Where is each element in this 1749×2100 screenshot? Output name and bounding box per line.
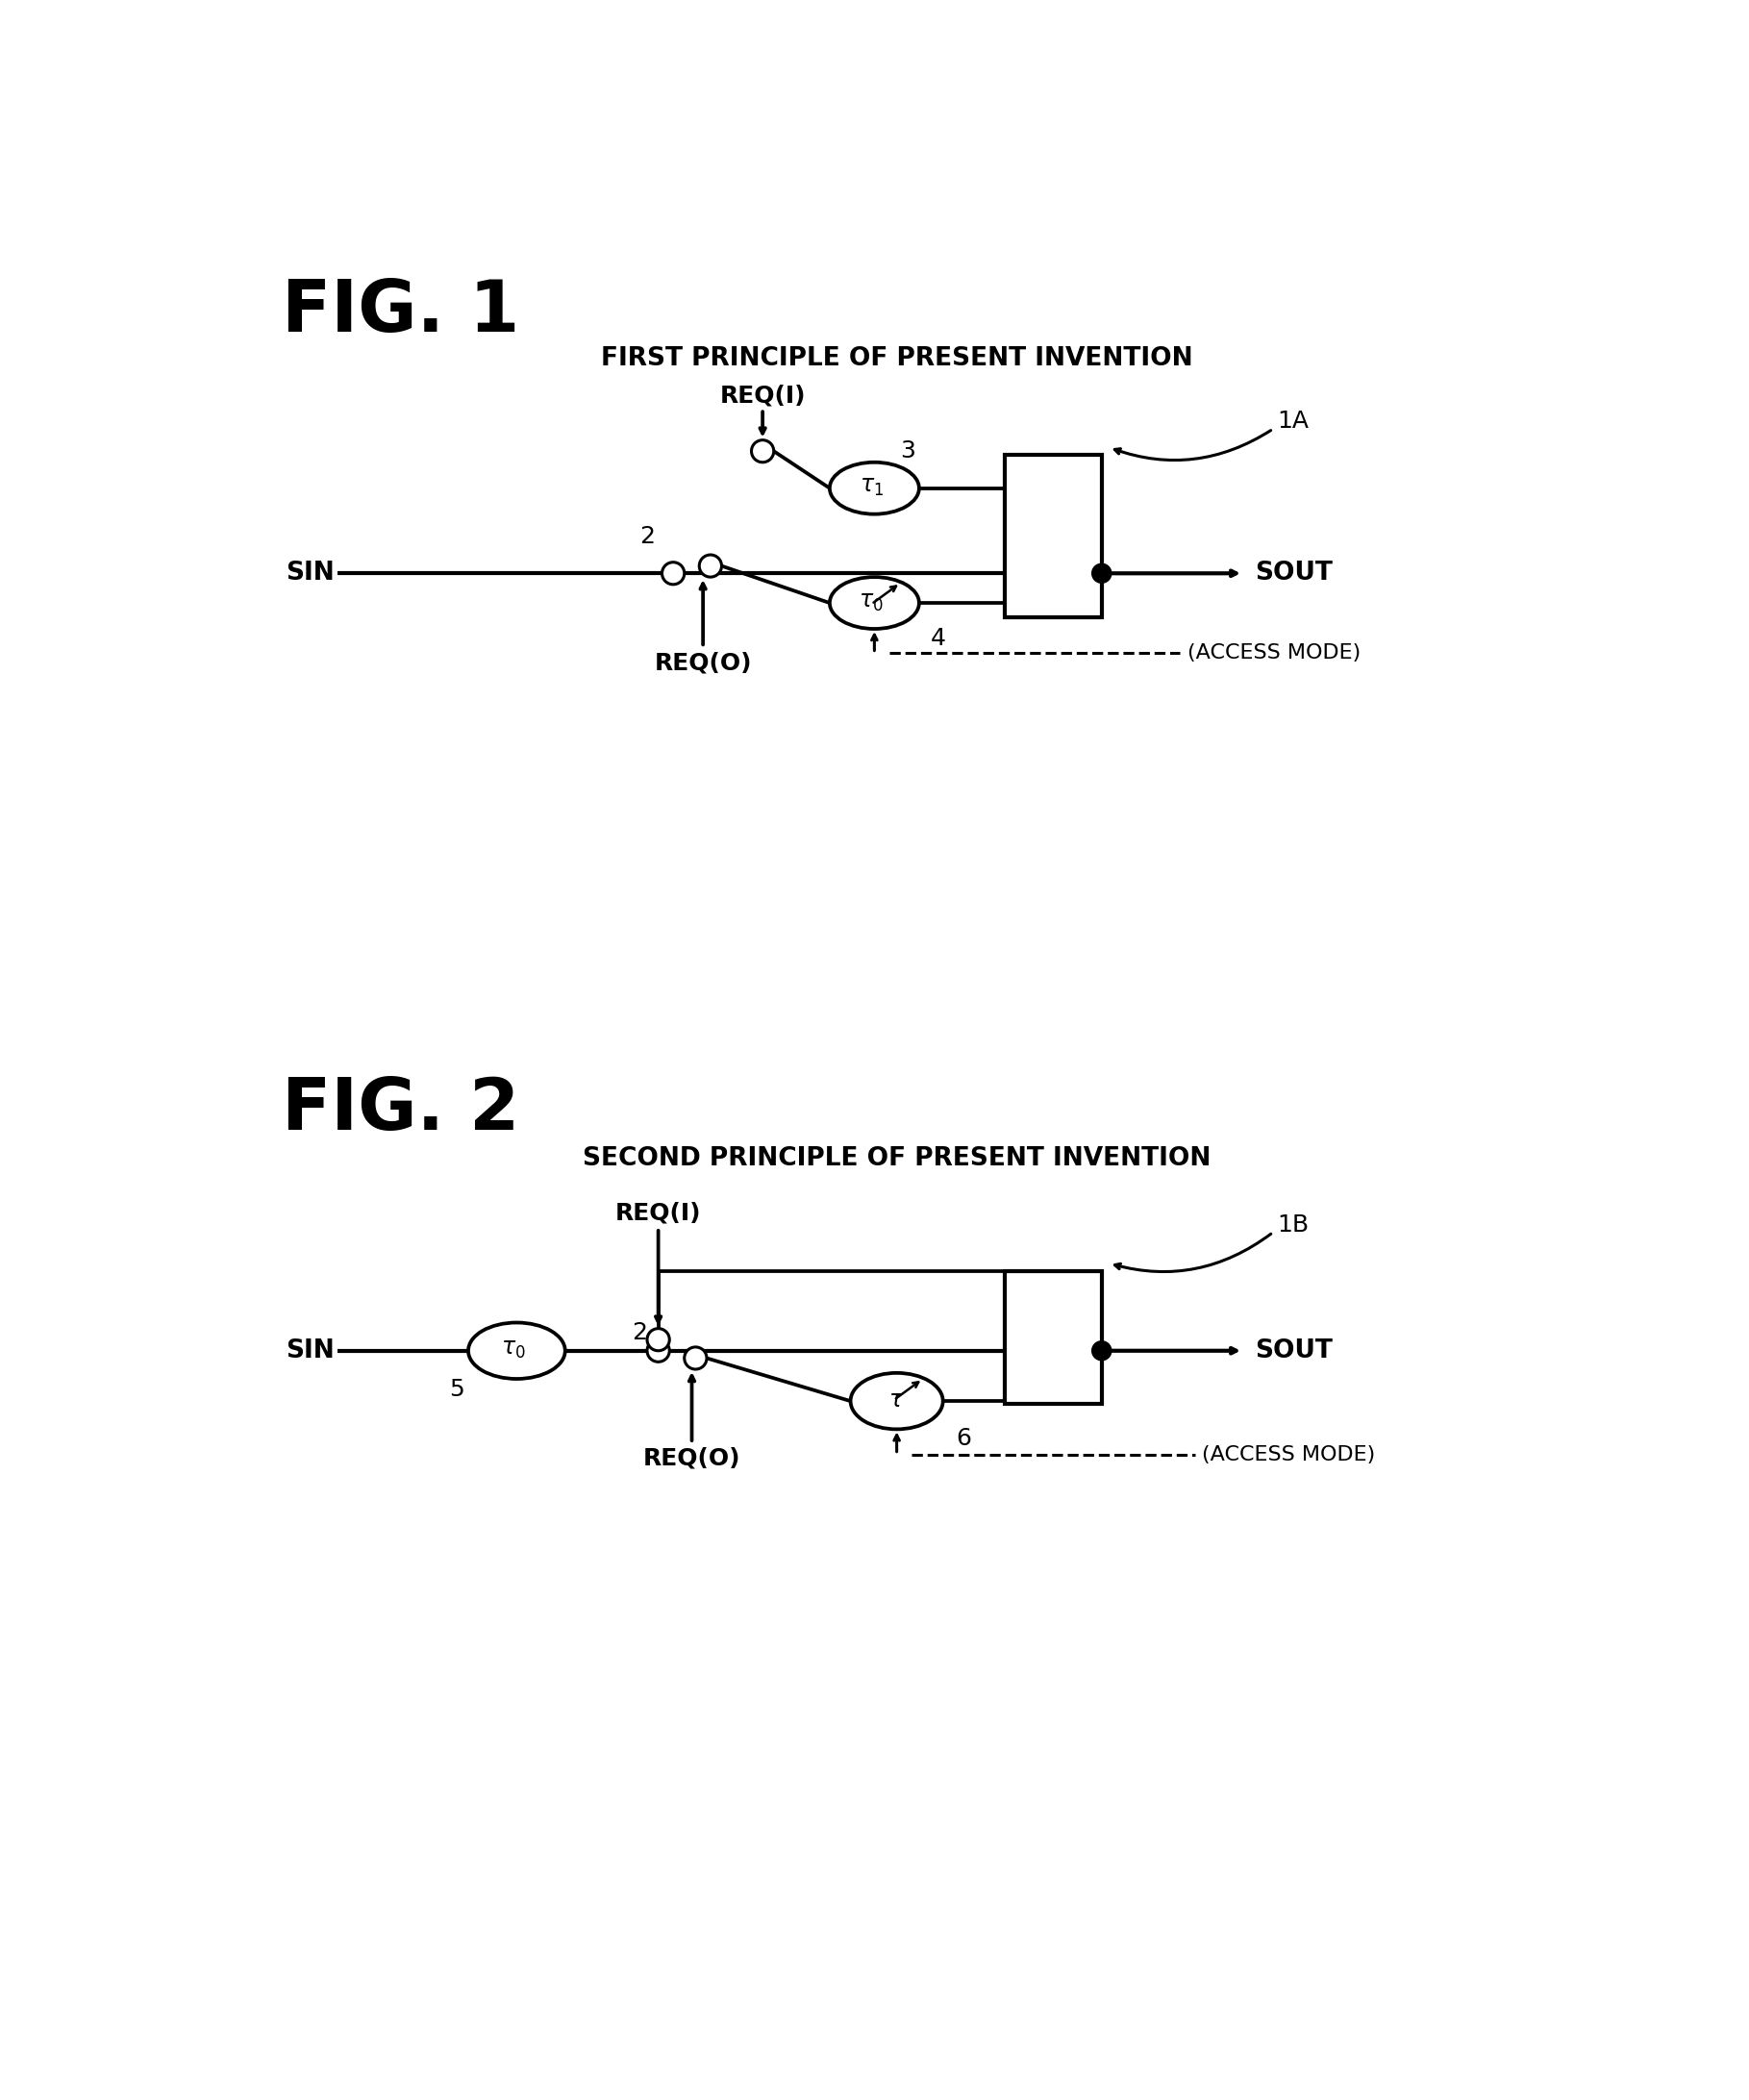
- Text: REQ(I): REQ(I): [719, 384, 806, 407]
- Text: 3: 3: [901, 439, 915, 462]
- Text: $\tau_0$: $\tau_0$: [859, 590, 883, 613]
- Circle shape: [752, 441, 773, 462]
- Bar: [1004, 456, 1102, 617]
- Text: REQ(I): REQ(I): [616, 1201, 701, 1224]
- Text: (ACCESS MODE): (ACCESS MODE): [1188, 645, 1361, 664]
- Text: (ACCESS MODE): (ACCESS MODE): [1202, 1445, 1375, 1464]
- Bar: [1004, 1270, 1102, 1405]
- Circle shape: [1091, 563, 1111, 584]
- Text: SOUT: SOUT: [1254, 1338, 1333, 1363]
- Text: FIG. 2: FIG. 2: [282, 1075, 519, 1145]
- Text: 5: 5: [449, 1378, 465, 1401]
- Circle shape: [647, 1329, 670, 1350]
- Ellipse shape: [469, 1323, 565, 1380]
- Text: 1B: 1B: [1277, 1214, 1308, 1237]
- Text: FIRST PRINCIPLE OF PRESENT INVENTION: FIRST PRINCIPLE OF PRESENT INVENTION: [600, 346, 1193, 372]
- Text: 2: 2: [631, 1321, 647, 1344]
- Text: SIN: SIN: [285, 561, 334, 586]
- Circle shape: [684, 1346, 707, 1369]
- Ellipse shape: [829, 462, 918, 514]
- Circle shape: [700, 554, 722, 578]
- Circle shape: [1091, 1342, 1111, 1361]
- Text: $\tau_1$: $\tau_1$: [859, 475, 883, 498]
- Ellipse shape: [829, 578, 918, 628]
- Text: 2: 2: [640, 525, 654, 548]
- Text: 1A: 1A: [1277, 410, 1308, 433]
- Circle shape: [647, 1340, 670, 1361]
- Text: REQ(O): REQ(O): [654, 651, 752, 674]
- Text: FIG. 1: FIG. 1: [282, 277, 519, 346]
- Text: 4: 4: [930, 628, 946, 651]
- Text: REQ(O): REQ(O): [644, 1447, 740, 1470]
- Ellipse shape: [850, 1373, 943, 1430]
- Text: $\tau_0$: $\tau_0$: [502, 1338, 526, 1361]
- Text: SECOND PRINCIPLE OF PRESENT INVENTION: SECOND PRINCIPLE OF PRESENT INVENTION: [582, 1147, 1210, 1170]
- Text: SIN: SIN: [285, 1338, 334, 1363]
- Circle shape: [663, 563, 684, 584]
- Text: SOUT: SOUT: [1254, 561, 1333, 586]
- Text: 6: 6: [957, 1426, 972, 1449]
- Text: $\tau$: $\tau$: [888, 1388, 904, 1411]
